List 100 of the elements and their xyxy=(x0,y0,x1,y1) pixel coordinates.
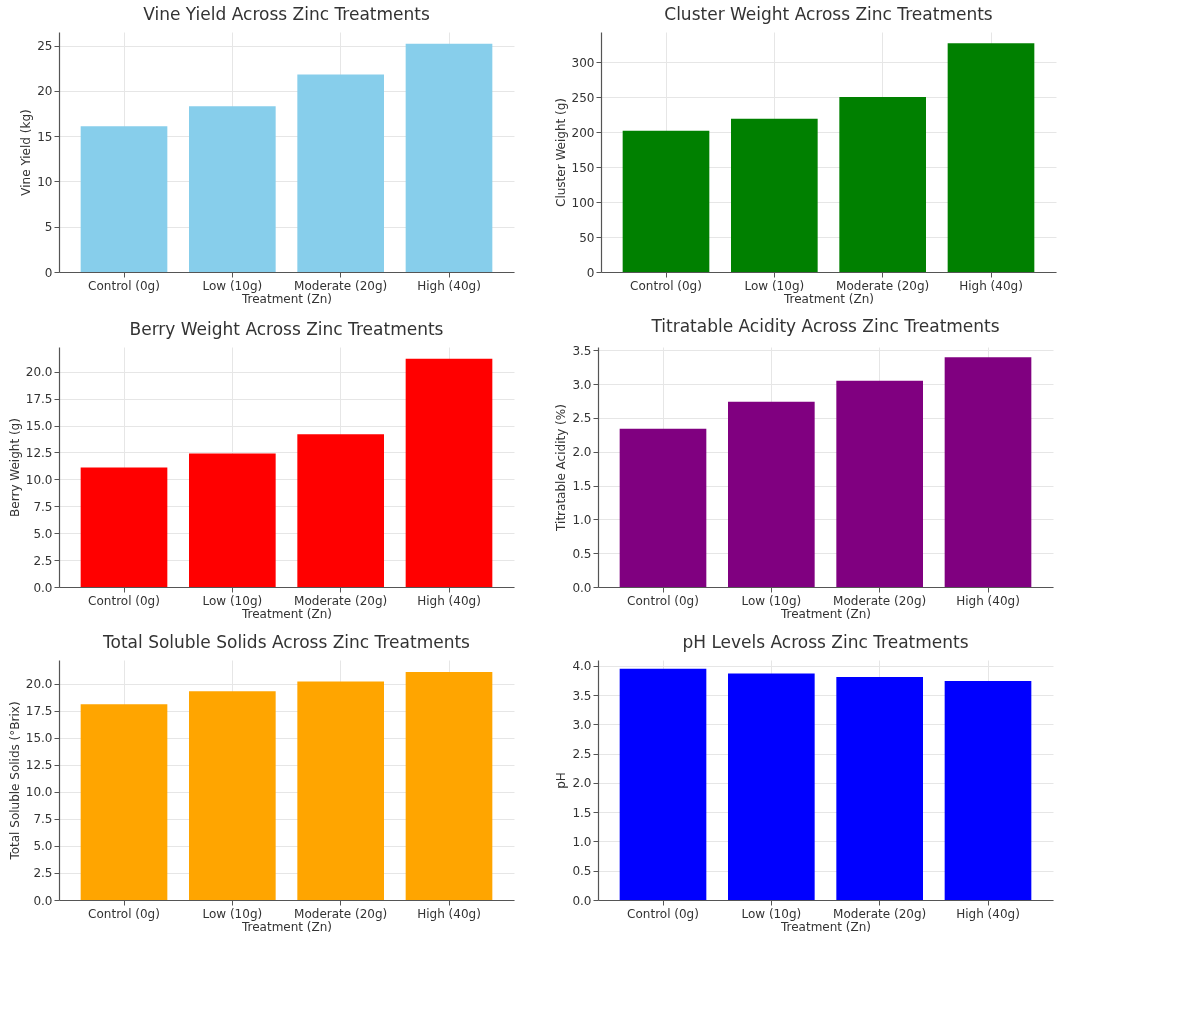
bar xyxy=(622,130,710,272)
y-tick-label: 5 xyxy=(44,220,53,235)
chart-title: Berry Weight Across Zinc Treatments xyxy=(129,319,444,339)
x-tick-label: High (40g) xyxy=(956,906,1020,921)
y-tick-label: 5.0 xyxy=(33,839,53,854)
y-tick-label: 3.0 xyxy=(572,717,592,732)
y-tick-label: 2.5 xyxy=(33,866,53,881)
bar xyxy=(731,118,818,272)
bar xyxy=(189,453,276,587)
y-axis-title: Titratable Acidity (%) xyxy=(554,404,569,532)
x-tick-label: Control (0g) xyxy=(630,278,702,293)
x-axis-title: Treatment (Zn) xyxy=(240,919,333,934)
y-tick-label: 0.5 xyxy=(572,546,592,561)
y-tick-label: 150 xyxy=(571,160,595,175)
y-axis-title: pH xyxy=(554,772,569,789)
bar xyxy=(297,434,384,587)
y-tick-label: 15.0 xyxy=(25,731,53,746)
y-tick-label: 4.0 xyxy=(572,659,592,674)
y-tick-label: 1.0 xyxy=(572,834,592,849)
x-tick-label: Control (0g) xyxy=(627,906,699,921)
x-tick-label: High (40g) xyxy=(417,593,481,608)
y-tick-label: 2.0 xyxy=(572,445,592,460)
chart-title: Total Soluble Solids Across Zinc Treatments xyxy=(102,632,471,652)
bar xyxy=(944,357,1032,587)
x-tick-label: Control (0g) xyxy=(627,593,699,608)
y-tick-label: 12.5 xyxy=(25,445,53,460)
y-tick-label: 1.5 xyxy=(572,479,592,494)
y-tick-label: 20 xyxy=(37,84,53,99)
bar xyxy=(189,106,276,272)
y-tick-label: 1.5 xyxy=(572,805,592,820)
y-tick-label: 3.0 xyxy=(572,377,592,392)
bar xyxy=(947,43,1035,272)
y-tick-label: 20.0 xyxy=(25,365,53,380)
x-tick-label: Control (0g) xyxy=(88,278,160,293)
y-tick-label: 2.0 xyxy=(572,776,592,791)
y-tick-label: 7.5 xyxy=(33,812,53,827)
y-tick-label: 2.5 xyxy=(572,411,592,426)
x-tick-label: Low (10g) xyxy=(744,278,805,293)
y-tick-label: 0.0 xyxy=(33,893,53,908)
x-axis-title: Treatment (Zn) xyxy=(782,291,875,306)
bar xyxy=(839,97,926,272)
x-tick-label: High (40g) xyxy=(956,593,1020,608)
x-tick-label: Moderate (20g) xyxy=(836,278,930,293)
y-tick-label: 100 xyxy=(571,195,595,210)
x-tick-label: Low (10g) xyxy=(202,906,263,921)
chart-title: pH Levels Across Zinc Treatments xyxy=(682,631,969,652)
y-tick-label: 0.5 xyxy=(572,864,592,879)
y-tick-label: 200 xyxy=(571,125,595,140)
x-tick-label: Moderate (20g) xyxy=(294,906,388,921)
x-tick-label: High (40g) xyxy=(417,906,481,921)
y-axis-title: Cluster Weight (g) xyxy=(553,97,568,208)
y-axis-title: Berry Weight (g) xyxy=(7,418,22,517)
y-tick-label: 25 xyxy=(37,39,53,54)
chart-title: Titratable Acidity Across Zinc Treatments xyxy=(650,316,1000,337)
x-axis-title: Treatment (Zn) xyxy=(240,291,333,306)
x-tick-label: Low (10g) xyxy=(741,906,802,921)
bar xyxy=(619,428,707,587)
y-tick-label: 0 xyxy=(44,265,53,280)
chart-title: Cluster Weight Across Zinc Treatments xyxy=(664,4,993,24)
x-tick-label: High (40g) xyxy=(959,278,1023,293)
x-tick-label: Control (0g) xyxy=(88,593,160,608)
y-tick-label: 250 xyxy=(571,90,595,105)
x-tick-label: Moderate (20g) xyxy=(833,906,927,921)
y-axis-title: Vine Yield (kg) xyxy=(19,109,34,196)
bar xyxy=(405,358,493,587)
y-tick-label: 10.0 xyxy=(25,472,53,487)
x-tick-label: Moderate (20g) xyxy=(294,278,388,293)
x-tick-label: Control (0g) xyxy=(88,906,160,921)
y-tick-label: 15.0 xyxy=(25,419,53,434)
x-tick-label: Low (10g) xyxy=(202,278,263,293)
y-tick-label: 15 xyxy=(37,129,53,144)
chart-title: Vine Yield Across Zinc Treatments xyxy=(143,4,430,24)
y-tick-label: 7.5 xyxy=(33,499,53,514)
y-tick-label: 17.5 xyxy=(25,704,53,719)
y-tick-label: 50 xyxy=(579,230,595,245)
x-tick-label: Moderate (20g) xyxy=(294,593,388,608)
y-tick-label: 0.0 xyxy=(572,893,592,908)
y-tick-label: 5.0 xyxy=(33,526,53,541)
y-tick-label: 1.0 xyxy=(572,512,592,527)
x-axis-title: Treatment (Zn) xyxy=(779,606,872,621)
bar xyxy=(297,74,384,272)
x-axis-title: Treatment (Zn) xyxy=(240,606,333,621)
x-tick-label: Moderate (20g) xyxy=(833,593,927,608)
x-tick-label: High (40g) xyxy=(417,278,481,293)
y-tick-label: 10.0 xyxy=(25,785,53,800)
y-tick-label: 3.5 xyxy=(572,688,592,703)
y-tick-label: 300 xyxy=(571,55,595,70)
x-axis-title: Treatment (Zn) xyxy=(779,919,872,934)
y-tick-label: 2.5 xyxy=(33,553,53,568)
y-tick-label: 20.0 xyxy=(25,677,53,692)
y-tick-label: 0 xyxy=(586,265,595,280)
bar xyxy=(80,467,168,587)
y-tick-label: 3.5 xyxy=(572,343,592,358)
bar xyxy=(836,380,923,587)
x-tick-label: Low (10g) xyxy=(741,593,802,608)
y-tick-label: 17.5 xyxy=(25,392,53,407)
x-tick-label: Low (10g) xyxy=(202,593,263,608)
y-tick-label: 0.0 xyxy=(33,580,53,595)
y-tick-label: 10 xyxy=(37,174,53,189)
y-tick-label: 2.5 xyxy=(572,747,592,762)
